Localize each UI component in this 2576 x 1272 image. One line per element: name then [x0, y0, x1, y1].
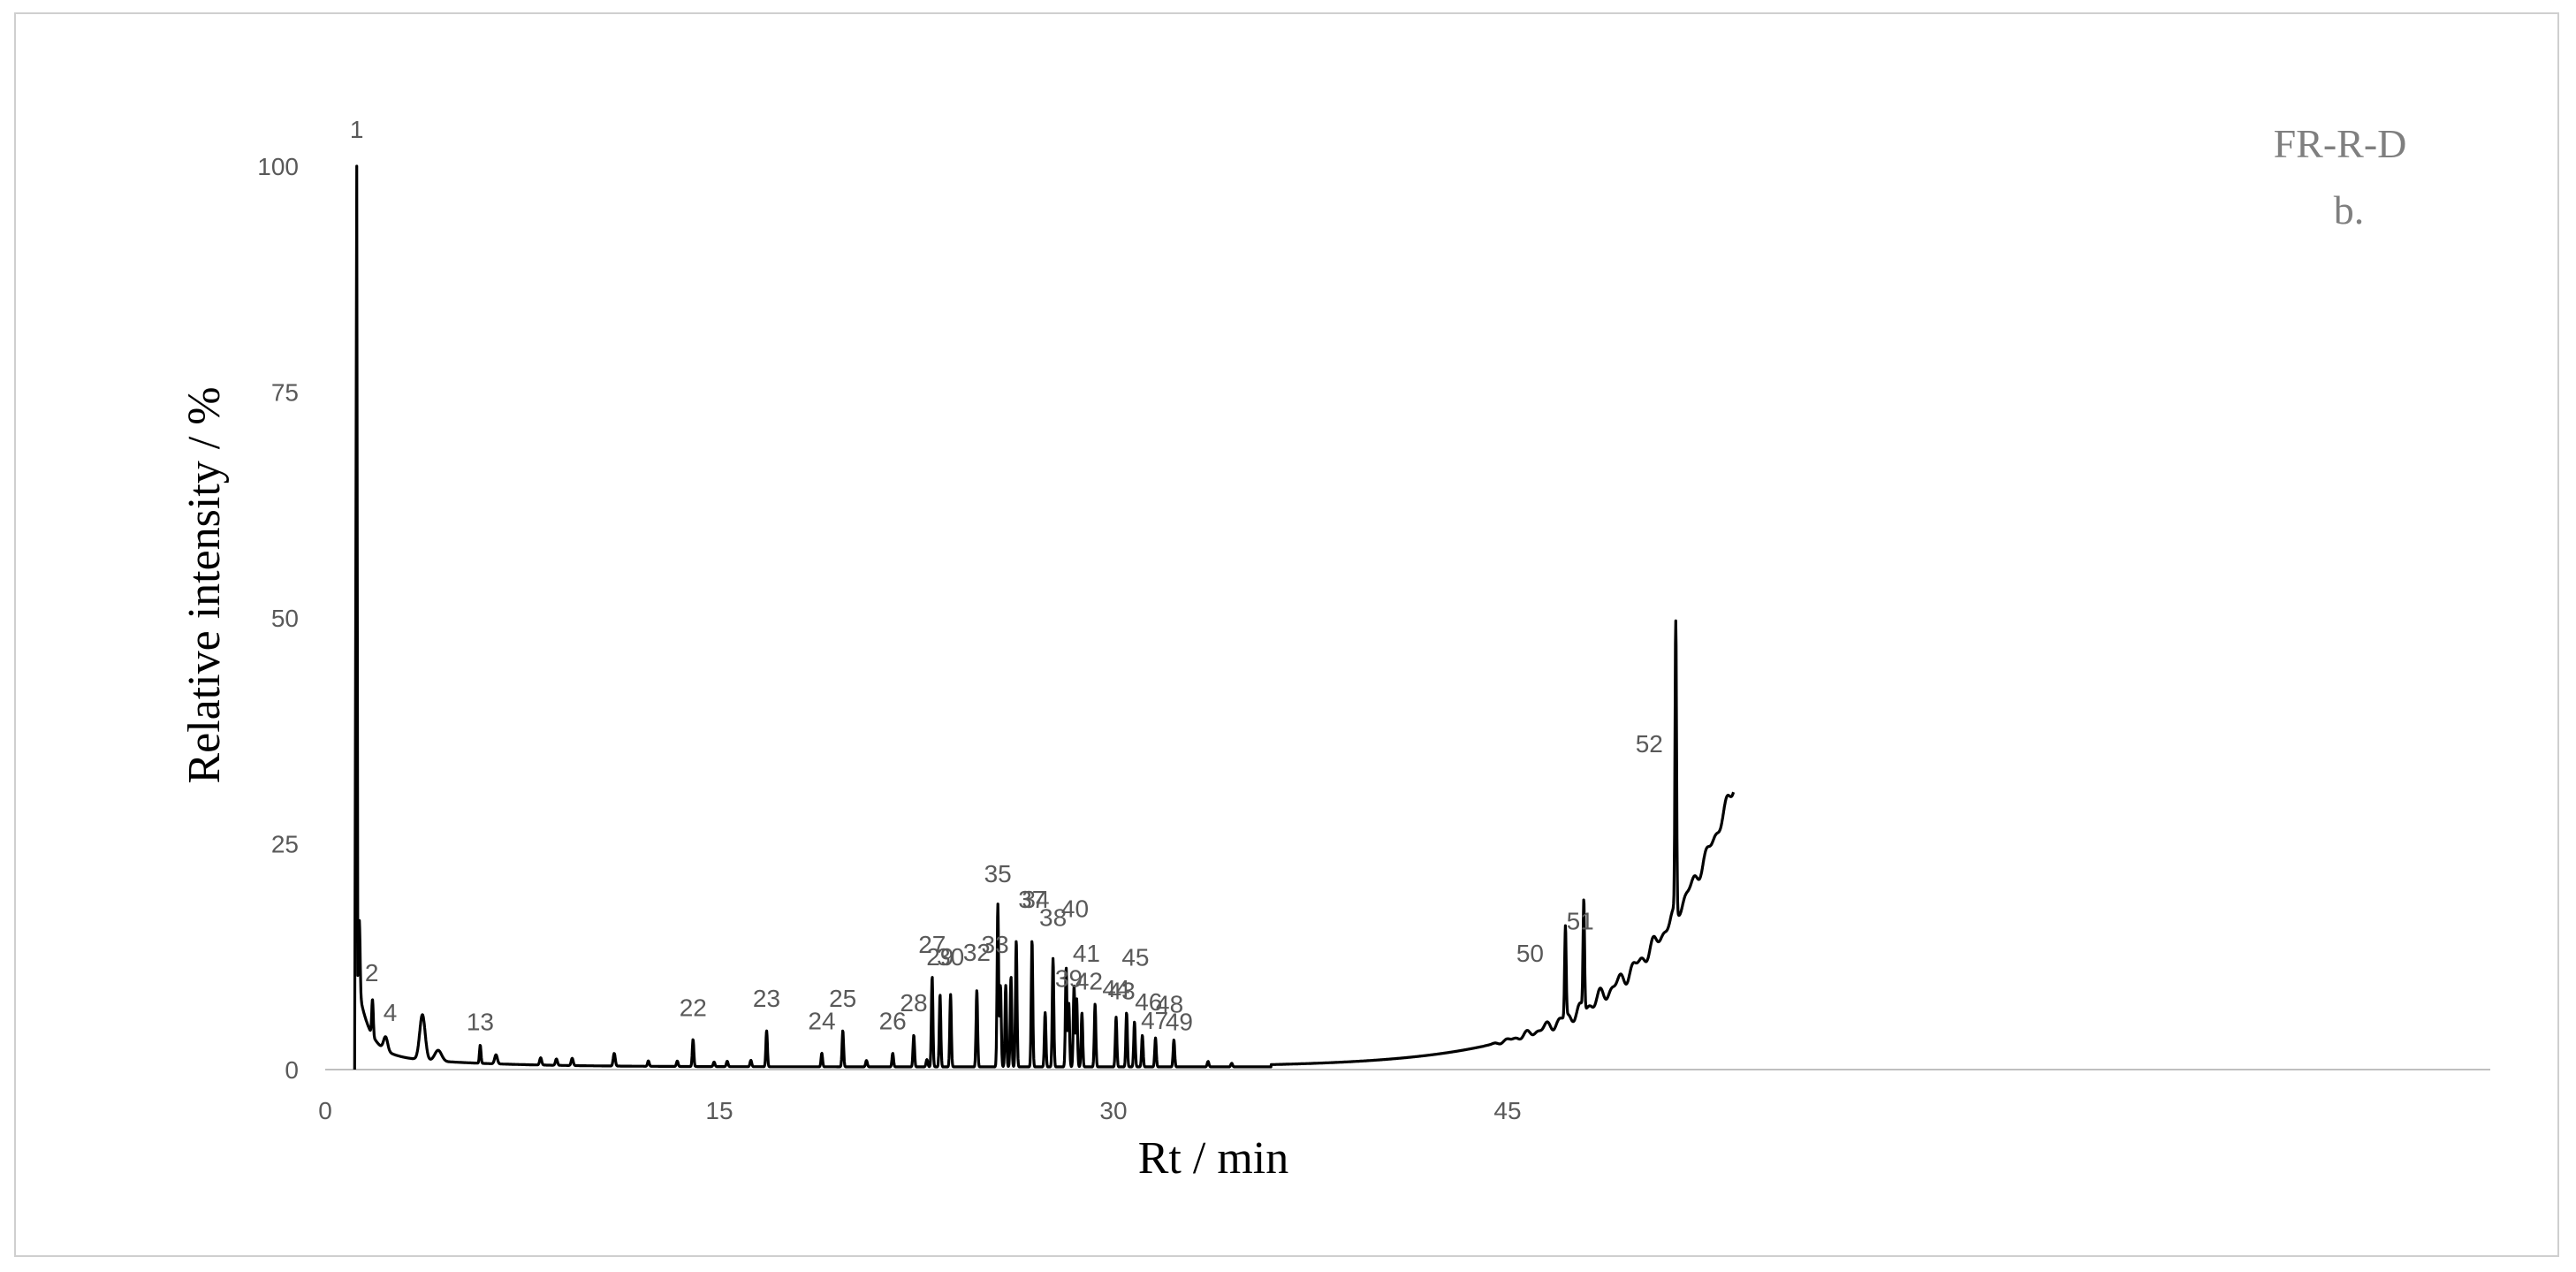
peak-label: 51: [1567, 907, 1594, 934]
peak-label: 22: [680, 994, 707, 1021]
y-tick-labels: 0 25 50 75 100: [257, 153, 299, 1084]
peak-label: 41: [1073, 940, 1100, 967]
y-tick-label: 100: [257, 153, 299, 180]
y-tick-label: 50: [271, 605, 299, 632]
peak-label: 52: [1636, 730, 1663, 758]
peak-label: 38: [1039, 903, 1067, 931]
peak-label: 49: [1166, 1008, 1193, 1035]
x-tick-label: 0: [318, 1097, 332, 1124]
x-tick-labels: 0 15 30 45: [318, 1097, 1521, 1124]
x-tick-label: 45: [1493, 1097, 1521, 1124]
peak-label: 28: [900, 989, 927, 1017]
peak-label: 47: [1141, 1007, 1168, 1034]
peak-label: 43: [1108, 978, 1136, 1005]
peak-label: 13: [467, 1009, 494, 1036]
peak-label: 42: [1075, 967, 1103, 994]
peak-label: 46: [1135, 988, 1162, 1016]
peak-label: 33: [982, 931, 1009, 958]
peak-label: 32: [963, 939, 991, 966]
peak-label: 45: [1121, 944, 1149, 971]
y-tick-label: 75: [271, 379, 299, 407]
x-axis-title: Rt / min: [1138, 1133, 1288, 1184]
peak-label: 44: [1102, 975, 1129, 1002]
peak-label: 25: [829, 985, 856, 1012]
chromatogram-trace: [353, 164, 1736, 1070]
peak-label: 27: [918, 931, 946, 958]
peak-label: 29: [926, 943, 954, 971]
y-tick-label: 25: [271, 831, 299, 858]
peak-label: 4: [384, 999, 398, 1026]
peak-label: 1: [350, 116, 364, 143]
x-tick-label: 30: [1099, 1097, 1127, 1124]
peak-label: 48: [1156, 990, 1183, 1017]
panel-label: b.: [2334, 187, 2365, 232]
peak-label: 2: [365, 959, 379, 986]
sample-label: FR-R-D: [2274, 121, 2407, 166]
peak-label: 26: [879, 1008, 907, 1035]
peak-label: 24: [808, 1008, 835, 1035]
peak-label: 39: [1055, 965, 1083, 993]
peak-label: 30: [937, 943, 964, 971]
peak-label: 34: [1022, 886, 1049, 913]
peak-label: 40: [1061, 895, 1089, 923]
y-tick-label: 0: [285, 1056, 299, 1084]
y-axis-title: Relative intensity / %: [179, 386, 230, 783]
peak-label: 37: [1018, 886, 1045, 913]
peak-label: 35: [984, 860, 1012, 887]
peak-label: 50: [1516, 940, 1544, 967]
x-tick-label: 15: [705, 1097, 733, 1124]
peak-label: 23: [753, 985, 780, 1012]
